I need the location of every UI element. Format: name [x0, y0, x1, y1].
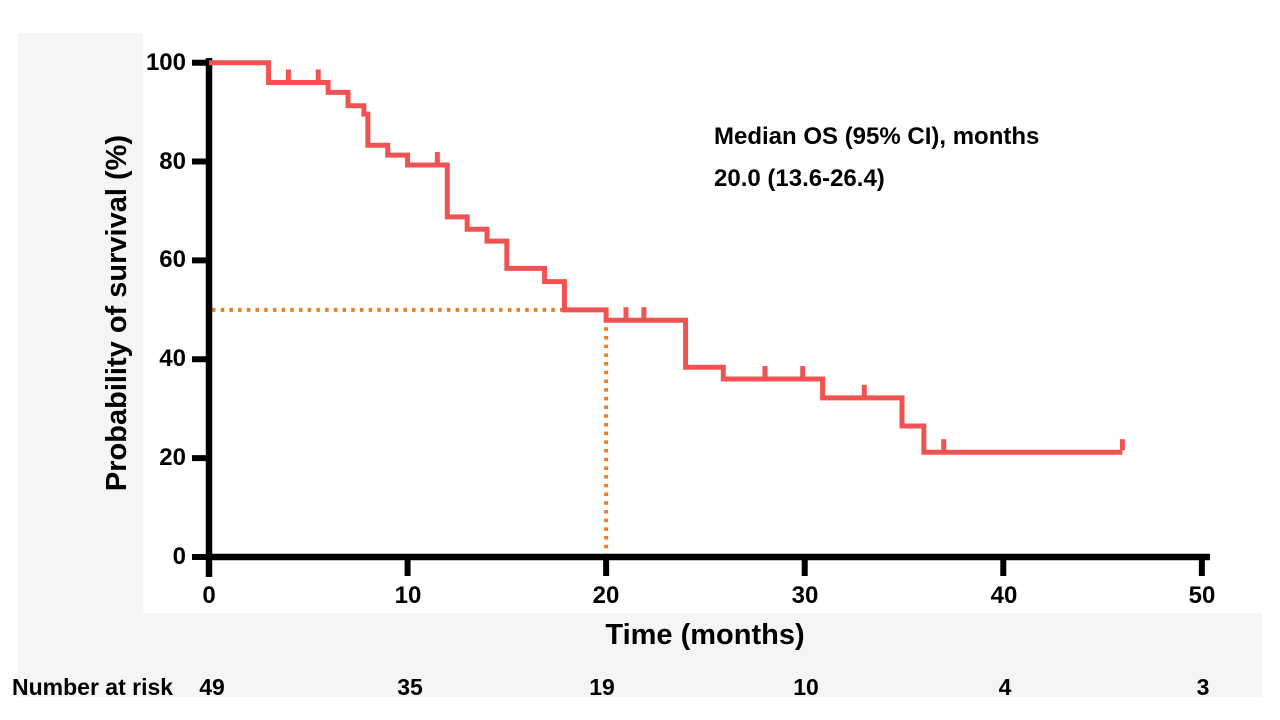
survival-curve: [209, 60, 1123, 455]
x-tick-label-40: 40: [990, 582, 1018, 609]
number-at-risk-value-20: 19: [589, 674, 615, 700]
number-at-risk-value-30: 10: [793, 674, 819, 700]
median-annotation-value: 20.0 (13.6-26.4): [714, 165, 885, 192]
number-at-risk-value-10: 35: [397, 674, 423, 700]
x-tick-label-30: 30: [791, 582, 819, 609]
number-at-risk-value-40: 4: [998, 674, 1012, 700]
plot-area: [143, 33, 1262, 613]
number-at-risk-label: Number at risk: [12, 674, 174, 700]
y-tick-label-20: 20: [159, 444, 186, 471]
x-tick-label-20: 20: [592, 582, 620, 609]
y-tick-label-80: 80: [159, 148, 186, 175]
number-at-risk-value-0: 49: [199, 674, 225, 700]
y-tick-label-40: 40: [159, 345, 186, 372]
median-annotation-title: Median OS (95% CI), months: [714, 123, 1040, 150]
y-tick-label-0: 0: [172, 543, 186, 570]
y-tick-label-60: 60: [159, 246, 186, 273]
x-tick-label-10: 10: [394, 582, 422, 609]
x-tick-label-50: 50: [1188, 582, 1216, 609]
y-tick-label-100: 100: [145, 49, 186, 76]
number-at-risk-value-50: 3: [1196, 674, 1210, 700]
x-axis-title: Time (months): [605, 619, 805, 651]
y-axis-title: Probability of survival (%): [101, 134, 133, 492]
x-tick-label-0: 0: [202, 582, 216, 609]
